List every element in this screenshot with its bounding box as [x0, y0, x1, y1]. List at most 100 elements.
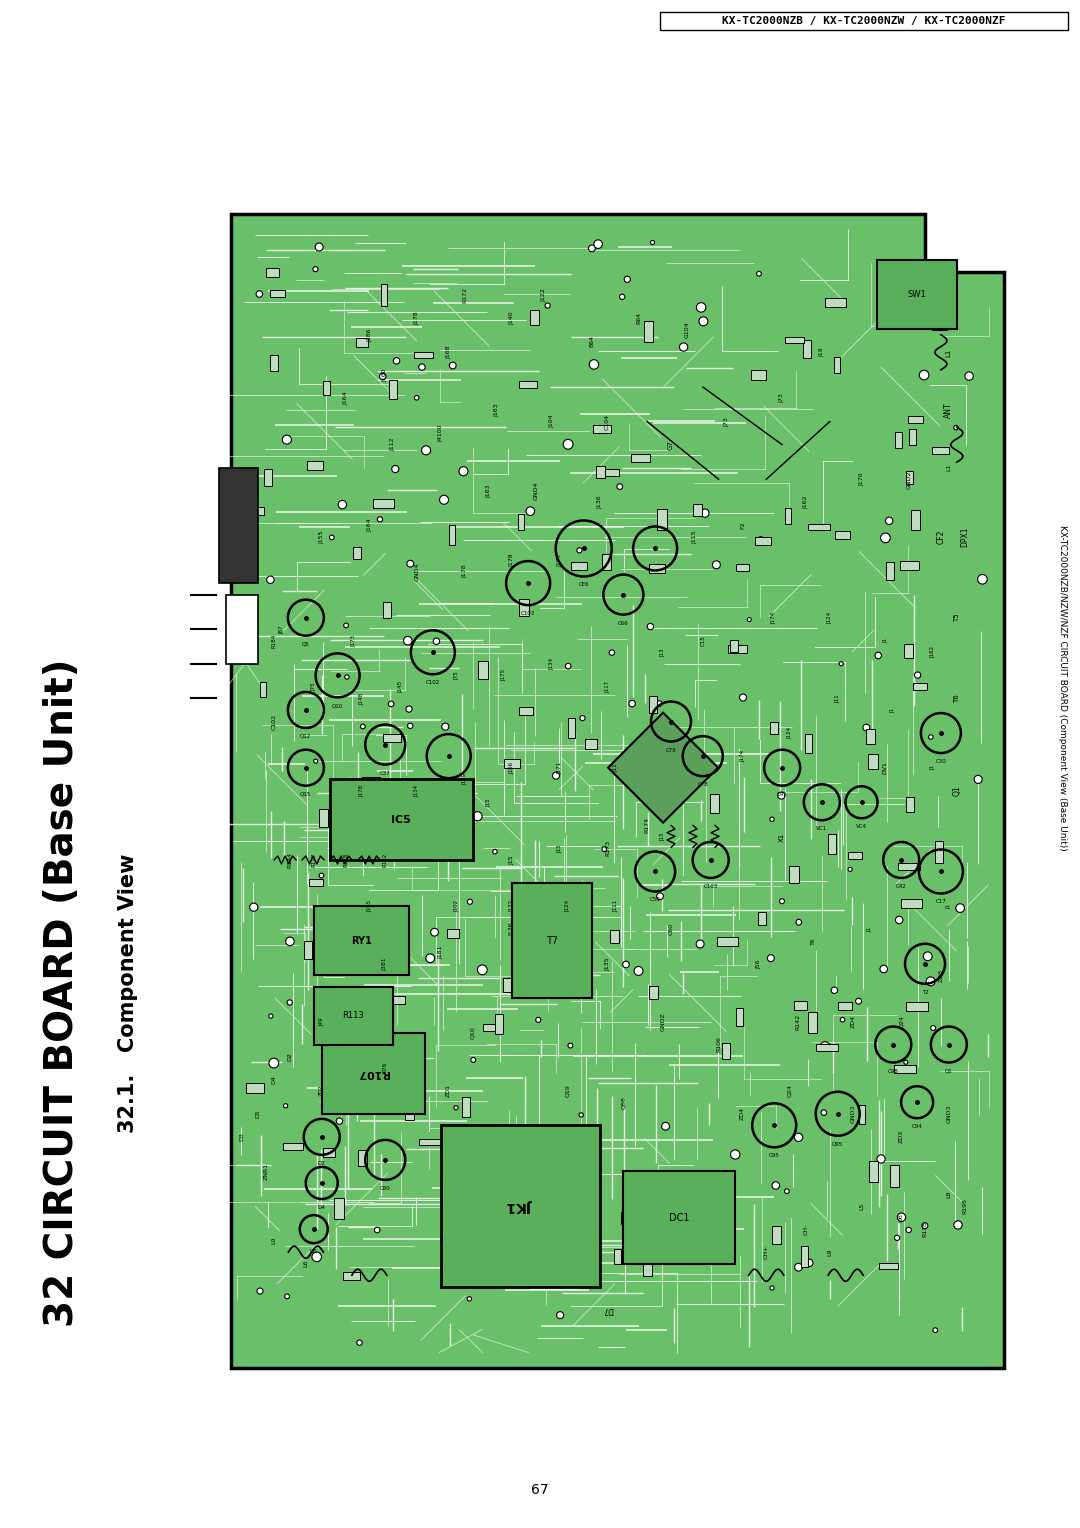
Text: J163: J163 [486, 484, 491, 498]
Text: C15: C15 [700, 636, 705, 646]
Text: T6: T6 [811, 937, 816, 944]
Circle shape [442, 723, 449, 730]
Bar [890, 1166, 899, 1187]
Circle shape [313, 266, 318, 272]
Bar [593, 425, 611, 434]
Text: Q19: Q19 [565, 1085, 570, 1097]
Text: R173: R173 [605, 840, 610, 857]
Circle shape [329, 535, 334, 539]
Circle shape [772, 1181, 780, 1189]
Text: J134: J134 [550, 657, 554, 669]
Text: J1: J1 [946, 903, 951, 909]
Text: ZD2: ZD2 [320, 1085, 324, 1097]
Text: J15: J15 [486, 798, 491, 807]
Text: Q95: Q95 [832, 1141, 843, 1146]
Bar [414, 351, 433, 359]
Text: J136: J136 [510, 923, 515, 937]
Circle shape [956, 903, 964, 912]
Text: J178: J178 [510, 553, 515, 567]
Bar [571, 562, 588, 570]
Text: J174: J174 [772, 611, 777, 623]
Circle shape [929, 735, 933, 740]
Text: KX-TC2000NZB / KX-TC2000NZW / KX-TC2000NZF: KX-TC2000NZB / KX-TC2000NZW / KX-TC2000N… [723, 15, 1005, 26]
Text: ZNR1: ZNR1 [264, 1163, 269, 1180]
Bar [907, 416, 923, 423]
Text: C80: C80 [380, 1186, 391, 1190]
Text: J122: J122 [541, 287, 546, 301]
Bar [900, 561, 919, 570]
Circle shape [407, 561, 414, 567]
Circle shape [580, 715, 585, 721]
Text: D5: D5 [310, 1248, 318, 1254]
Text: Q15: Q15 [300, 792, 311, 796]
Text: J136: J136 [597, 495, 602, 509]
Circle shape [877, 1155, 886, 1163]
Circle shape [679, 342, 688, 351]
Text: D4: D4 [271, 1074, 276, 1083]
Circle shape [537, 906, 542, 912]
Bar [389, 380, 397, 399]
Bar [827, 834, 836, 854]
Circle shape [697, 940, 704, 947]
Text: J105: J105 [367, 900, 372, 912]
Circle shape [931, 1025, 935, 1030]
Text: GND4: GND4 [415, 562, 419, 581]
Bar [314, 987, 393, 1045]
Bar [314, 906, 409, 975]
Text: J49: J49 [320, 1018, 324, 1025]
Circle shape [516, 1233, 522, 1239]
Text: C30: C30 [935, 759, 946, 764]
Circle shape [624, 277, 631, 283]
Bar [772, 1227, 781, 1244]
Circle shape [647, 623, 653, 630]
Bar [816, 1044, 838, 1051]
Text: J19: J19 [820, 347, 824, 358]
Text: T2: T2 [921, 990, 929, 995]
Bar [930, 286, 937, 306]
Bar [270, 290, 285, 296]
Bar [246, 1083, 264, 1093]
Bar [906, 798, 914, 813]
Bar [362, 778, 380, 787]
Text: J106: J106 [510, 761, 515, 773]
Circle shape [796, 920, 801, 924]
Circle shape [415, 396, 419, 400]
Text: J170: J170 [859, 472, 864, 486]
Text: C60: C60 [669, 923, 674, 935]
Circle shape [553, 772, 559, 779]
Bar [770, 721, 779, 733]
Bar [897, 863, 919, 869]
Circle shape [256, 290, 262, 298]
Circle shape [840, 1018, 845, 1022]
Circle shape [904, 1060, 908, 1065]
Text: C104: C104 [605, 414, 610, 429]
Bar [246, 507, 265, 515]
Bar [227, 594, 258, 663]
Circle shape [580, 1247, 584, 1251]
Bar [621, 1212, 627, 1224]
Text: J163: J163 [494, 403, 499, 417]
Text: C66: C66 [618, 620, 629, 625]
Bar [868, 753, 878, 770]
Bar [758, 912, 766, 924]
Circle shape [740, 694, 746, 701]
Bar [895, 432, 903, 448]
Text: J140: J140 [510, 310, 515, 324]
Bar [351, 957, 362, 970]
Circle shape [770, 1287, 774, 1290]
Circle shape [477, 966, 487, 975]
Text: J13: J13 [661, 648, 665, 657]
Circle shape [379, 373, 386, 379]
Bar [419, 1138, 441, 1144]
Bar [584, 740, 597, 749]
Circle shape [922, 1222, 928, 1229]
Text: J168: J168 [446, 345, 451, 359]
Circle shape [780, 898, 784, 903]
Text: J1: J1 [931, 766, 935, 770]
Circle shape [492, 850, 497, 854]
Bar [307, 461, 323, 471]
Bar [825, 298, 847, 307]
Polygon shape [231, 214, 1004, 1368]
Circle shape [389, 701, 394, 707]
Circle shape [701, 509, 710, 518]
